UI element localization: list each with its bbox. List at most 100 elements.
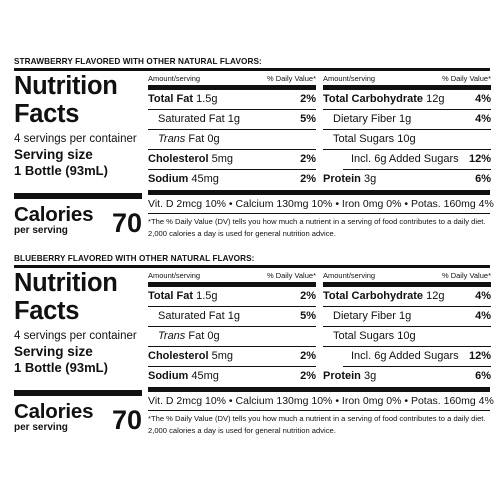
dv-header: % Daily Value* xyxy=(441,271,491,280)
nutrient-row-total-fat: Total Fat 1.5g 2% xyxy=(148,90,316,110)
calories-label: Calories xyxy=(14,203,94,226)
nutrient-row-protein: Protein 3g 6% xyxy=(323,367,491,386)
nutrient-row-total-carbohydrate: Total Carbohydrate 12g 4% xyxy=(323,287,491,307)
nutrient-name: Total Fat xyxy=(148,290,194,302)
panel-title-line1: Nutrition xyxy=(14,72,118,100)
calories-subtitle: per serving xyxy=(14,225,68,236)
nutrient-dv: 2% xyxy=(300,173,316,185)
nutrient-name: Incl. 6g Added Sugars xyxy=(351,350,459,362)
nutrient-amount: 1g xyxy=(399,310,412,322)
summary-column: Nutrition Facts 4 servings per container… xyxy=(14,268,142,440)
nutrient-dv: 2% xyxy=(300,350,316,362)
nutrient-name: Dietary Fiber xyxy=(333,310,396,322)
top-rule xyxy=(14,265,490,268)
nutrient-dv: 12% xyxy=(468,350,491,362)
nutrient-name: Total Sugars xyxy=(333,133,395,145)
thick-rule xyxy=(323,85,491,90)
nutrient-row-added-sugars: Incl. 6g Added Sugars 12% xyxy=(343,347,491,367)
nutrient-amount: 12g xyxy=(426,290,445,302)
nutrient-row-total-fat: Total Fat 1.5g 2% xyxy=(148,287,316,307)
nutrient-amount: 1.5g xyxy=(196,93,218,105)
footnote: *The % Daily Value (DV) tells you how mu… xyxy=(148,216,493,239)
thick-rule xyxy=(148,190,490,195)
nutrient-dv: 2% xyxy=(300,370,316,382)
nutrient-name: Total Sugars xyxy=(333,330,395,342)
footnote-line: *The % Daily Value (DV) tells you how mu… xyxy=(148,217,486,226)
nutrient-row-cholesterol: Cholesterol 5mg 2% xyxy=(148,347,316,367)
nutrient-name: Incl. 6g Added Sugars xyxy=(351,153,459,165)
summary-column: Nutrition Facts 4 servings per container… xyxy=(14,71,142,243)
column-header: Amount/serving % Daily Value* xyxy=(323,71,491,83)
nutrient-name: Total Carbohydrate xyxy=(323,93,424,105)
calories-value: 70 xyxy=(111,208,142,238)
nutrient-row-added-sugars: Incl. 6g Added Sugars 12% xyxy=(343,150,491,170)
nutrient-dv: 4% xyxy=(475,113,491,125)
nutrient-row-dietary-fiber: Dietary Fiber 1g 4% xyxy=(323,307,491,327)
panel-title-line1: Nutrition xyxy=(14,269,118,297)
servings-per-container: 4 servings per container xyxy=(14,133,137,145)
top-rule xyxy=(14,68,490,71)
nutrient-row-total-carbohydrate: Total Carbohydrate 12g 4% xyxy=(323,90,491,110)
column-header: Amount/serving % Daily Value* xyxy=(323,268,491,280)
panel-title-line2: Facts xyxy=(14,100,80,128)
nutrient-row-trans-fat: Trans Fat 0g xyxy=(148,130,316,150)
nutrient-amount: 5mg xyxy=(211,153,233,165)
footnote-line: *The % Daily Value (DV) tells you how mu… xyxy=(148,414,486,423)
serving-size-value: 1 Bottle (93mL) xyxy=(14,360,108,375)
nutrient-name: Cholesterol xyxy=(148,153,209,165)
thick-rule xyxy=(323,282,491,287)
thick-rule xyxy=(148,282,316,287)
thick-rule xyxy=(14,193,142,199)
serving-size-label: Serving size xyxy=(14,344,93,359)
nutrient-dv: 5% xyxy=(300,113,316,125)
nutrient-dv: 4% xyxy=(475,310,491,322)
nutrient-row-trans-fat: Trans Fat 0g xyxy=(148,327,316,347)
column-header: Amount/serving % Daily Value* xyxy=(148,268,316,280)
nutrient-name: Total Carbohydrate xyxy=(323,290,424,302)
nutrient-dv: 12% xyxy=(468,153,491,165)
nutrient-amount: 5mg xyxy=(211,350,233,362)
serving-size-label: Serving size xyxy=(14,147,93,162)
nutrient-name: Total Fat xyxy=(148,93,194,105)
nutrient-name: Saturated Fat xyxy=(158,113,225,125)
thick-rule xyxy=(148,85,316,90)
nutrient-name: Protein xyxy=(323,173,361,185)
nutrient-dv: 2% xyxy=(300,153,316,165)
nutrient-row-saturated-fat: Saturated Fat 1g 5% xyxy=(148,307,316,327)
nutrient-dv: 2% xyxy=(300,93,316,105)
nutrient-name: Sodium xyxy=(148,370,189,382)
nutrient-dv: 4% xyxy=(475,93,491,105)
flavor-heading: STRAWBERRY FLAVORED WITH OTHER NATURAL F… xyxy=(14,57,262,66)
nutrient-dv: 6% xyxy=(475,370,491,382)
calories-subtitle: per serving xyxy=(14,422,68,433)
nutrient-amount: 3g xyxy=(363,173,377,185)
panel-title-line2: Facts xyxy=(14,297,80,325)
calories-value: 70 xyxy=(111,405,142,435)
amount-header: Amount/serving xyxy=(323,74,376,83)
nutrient-name: Sodium xyxy=(148,173,189,185)
amount-header: Amount/serving xyxy=(148,271,201,280)
vitamins-minerals: Vit. D 2mcg 10% • Calcium 130mg 10% • Ir… xyxy=(148,395,494,407)
nutrient-name: Dietary Fiber xyxy=(333,113,396,125)
calories-block: Calories per serving 70 xyxy=(14,400,142,442)
amount-header: Amount/serving xyxy=(323,271,376,280)
thick-rule xyxy=(14,390,142,396)
nutrient-amount: 45mg xyxy=(191,173,219,185)
footnote-line: 2,000 calories a day is used for general… xyxy=(148,425,336,435)
nutrient-amount: 3g xyxy=(363,370,377,382)
nutrient-name: Trans xyxy=(158,330,186,342)
nutrient-dv: 2% xyxy=(300,290,316,302)
nutrient-row-total-sugars: Total Sugars 10g xyxy=(323,327,491,347)
nutrient-name: Trans xyxy=(158,133,186,145)
nutrient-row-saturated-fat: Saturated Fat 1g 5% xyxy=(148,110,316,130)
thin-rule xyxy=(148,410,490,411)
nutrient-amount: 1g xyxy=(227,310,240,322)
nutrient-row-cholesterol: Cholesterol 5mg 2% xyxy=(148,150,316,170)
dv-header: % Daily Value* xyxy=(266,271,316,280)
nutrient-amount: 1g xyxy=(227,113,240,125)
nutrient-name: Protein xyxy=(323,370,361,382)
nutrient-amount: 45mg xyxy=(191,370,219,382)
nutrient-amount: 1.5g xyxy=(196,290,218,302)
servings-per-container: 4 servings per container xyxy=(14,330,137,342)
calories-label: Calories xyxy=(14,400,94,423)
